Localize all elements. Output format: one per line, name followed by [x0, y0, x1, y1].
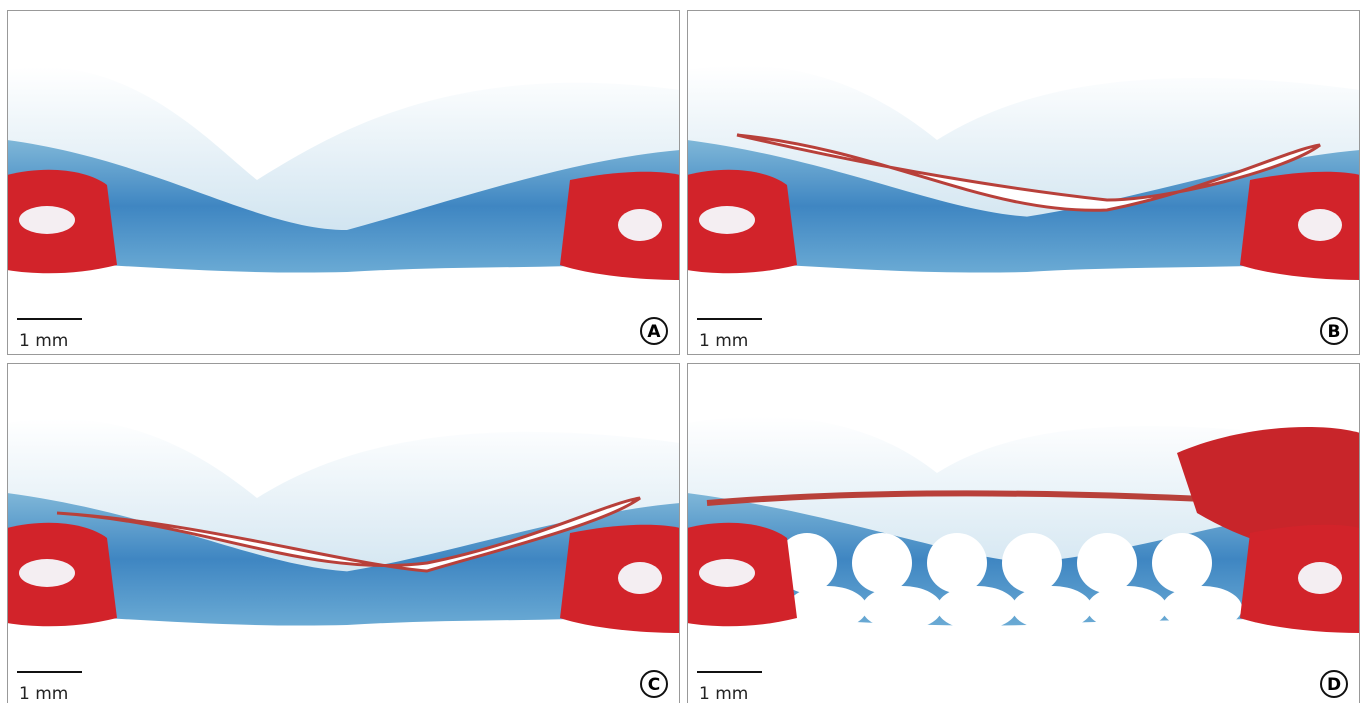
- scale-bar-label: 1 mm: [699, 331, 748, 351]
- tissue: [7, 10, 680, 355]
- tissue: [687, 10, 1360, 355]
- panel-label: A: [647, 322, 661, 342]
- scale-bar-label: 1 mm: [19, 331, 68, 351]
- pore: [1012, 586, 1092, 630]
- panel: 1 mm B: [687, 10, 1360, 355]
- pore: [937, 586, 1017, 630]
- pore: [787, 586, 867, 630]
- tissue: [687, 363, 1360, 703]
- marrow: [19, 206, 75, 234]
- scale-bar-label: 1 mm: [19, 684, 68, 703]
- marrow: [618, 562, 662, 594]
- scale-bar-label: 1 mm: [699, 684, 748, 703]
- marrow: [19, 559, 75, 587]
- panel: 1 mm D: [687, 363, 1360, 703]
- panel-label: B: [1328, 322, 1341, 342]
- pore: [1162, 586, 1242, 630]
- panel: 1 mm A: [7, 10, 680, 355]
- pore: [862, 586, 942, 630]
- marrow: [699, 559, 755, 587]
- pore: [1152, 533, 1212, 593]
- figure: 1 mm A 1 mm B 1 mm C 1 mm D: [0, 0, 1366, 703]
- marrow: [1298, 562, 1342, 594]
- pore: [1077, 533, 1137, 593]
- pore: [852, 533, 912, 593]
- marrow: [699, 206, 755, 234]
- marrow: [1298, 209, 1342, 241]
- page: 1 mmA1 mmB1 mmC1 mmD (() => { const data…: [0, 0, 1366, 703]
- pore: [1002, 533, 1062, 593]
- pore: [927, 533, 987, 593]
- marrow: [618, 209, 662, 241]
- panel: 1 mm C: [7, 363, 680, 703]
- panel-label: D: [1327, 675, 1341, 695]
- tissue: [7, 363, 680, 703]
- pore: [1087, 586, 1167, 630]
- panel-label: C: [648, 675, 660, 695]
